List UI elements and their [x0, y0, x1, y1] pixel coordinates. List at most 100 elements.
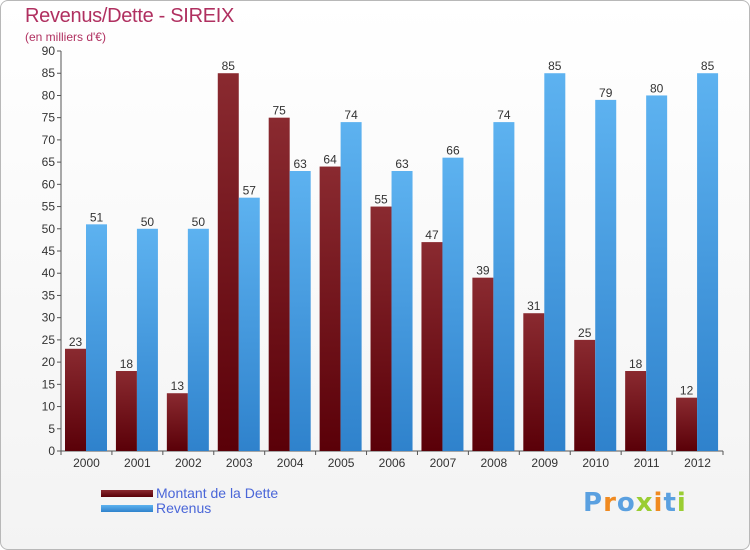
bar-debt-2005	[319, 166, 341, 452]
data-label-debt-2007: 47	[425, 228, 439, 242]
bar-revenue-2002	[187, 228, 209, 451]
legend-label-revenue: Revenus	[156, 500, 212, 516]
data-label-debt-2011: 18	[629, 357, 643, 371]
bar-debt-2001	[115, 371, 137, 451]
data-label-revenue-2012: 85	[701, 59, 715, 73]
data-label-debt-2008: 39	[476, 264, 490, 278]
x-tick-label: 2004	[277, 456, 304, 470]
data-label-revenue-2010: 79	[599, 86, 613, 100]
data-label-revenue-2003: 57	[243, 184, 257, 198]
chart-title: Revenus/Dette - SIREIX	[25, 5, 235, 27]
data-label-debt-2000: 23	[69, 335, 83, 349]
y-tick-label: 20	[42, 355, 56, 369]
y-tick-label: 0	[48, 444, 55, 458]
data-label-debt-2002: 13	[171, 379, 185, 393]
x-tick-label: 2009	[531, 456, 558, 470]
data-label-revenue-2002: 50	[192, 215, 206, 229]
bar-debt-2012	[676, 397, 698, 451]
x-tick-label: 2006	[379, 456, 406, 470]
x-tick-label: 2005	[328, 456, 355, 470]
y-tick-label: 50	[42, 222, 56, 236]
bar-debt-2004	[268, 117, 290, 452]
y-tick-label: 65	[42, 155, 56, 169]
data-label-revenue-2008: 74	[497, 108, 511, 122]
logo-letter: r	[603, 488, 617, 518]
bar-revenue-2007	[442, 157, 464, 451]
x-tick-label: 2001	[124, 456, 151, 470]
bar-revenue-2006	[391, 171, 413, 451]
legend-label-debt: Montant de la Dette	[156, 485, 279, 501]
legend-swatch-debt	[101, 490, 153, 497]
logo-letter: i	[676, 488, 687, 518]
bar-revenue-2003	[238, 197, 260, 451]
bar-revenue-2010	[595, 99, 617, 451]
y-tick-label: 15	[42, 377, 56, 391]
bar-revenue-2005	[340, 122, 362, 451]
x-tick-label: 2012	[684, 456, 711, 470]
y-tick-label: 5	[48, 422, 55, 436]
x-tick-label: 2002	[175, 456, 202, 470]
data-label-debt-2003: 85	[222, 59, 236, 73]
data-label-revenue-2001: 50	[141, 215, 155, 229]
x-tick-label: 2003	[226, 456, 253, 470]
y-tick-label: 40	[42, 266, 56, 280]
data-label-debt-2005: 64	[323, 153, 337, 167]
logo-letter: P	[583, 488, 604, 518]
y-tick-label: 60	[42, 177, 56, 191]
proxiti-logo: Proxiti	[583, 488, 687, 518]
logo-letter: i	[653, 488, 664, 518]
x-tick-label: 2008	[480, 456, 507, 470]
data-label-debt-2010: 25	[578, 326, 592, 340]
bar-revenue-2001	[136, 228, 158, 451]
data-label-debt-2006: 55	[374, 193, 388, 207]
data-label-revenue-2004: 63	[294, 157, 308, 171]
data-label-revenue-2000: 51	[90, 210, 104, 224]
y-tick-label: 80	[42, 88, 56, 102]
bar-debt-2003	[217, 73, 239, 451]
bar-revenue-2000	[86, 224, 107, 451]
y-tick-label: 75	[42, 111, 56, 125]
chart-bars	[65, 73, 719, 452]
chart-data-labels: 23 18 13 85 75 64 55 47 39 31 25 18 12 51 50 50 57 63 74 63…	[69, 59, 715, 397]
bar-revenue-2009	[544, 73, 566, 451]
logo-letter: x	[635, 488, 654, 518]
logo-letter: o	[616, 488, 636, 518]
bar-debt-2006	[370, 206, 392, 451]
y-tick-label: 35	[42, 288, 56, 302]
chart-subtitle: (en milliers d'€)	[25, 30, 106, 44]
y-tick-label: 25	[42, 333, 56, 347]
y-tick-label: 45	[42, 244, 56, 258]
y-tick-label: 85	[42, 66, 56, 80]
data-label-debt-2004: 75	[273, 104, 287, 118]
data-label-revenue-2006: 63	[395, 157, 409, 171]
bar-debt-2011	[625, 371, 647, 451]
logo-letter: t	[663, 488, 677, 518]
y-tick-label: 70	[42, 133, 56, 147]
data-label-revenue-2009: 85	[548, 59, 562, 73]
bar-revenue-2012	[697, 73, 719, 451]
bar-revenue-2011	[646, 95, 668, 451]
bar-debt-2000	[65, 348, 86, 451]
data-label-revenue-2007: 66	[446, 144, 460, 158]
bar-debt-2008	[472, 277, 494, 451]
y-tick-label: 90	[42, 44, 56, 58]
x-tick-label: 2007	[430, 456, 457, 470]
bar-revenue-2008	[493, 122, 515, 451]
bar-debt-2010	[574, 339, 596, 451]
y-tick-label: 10	[42, 400, 56, 414]
bar-debt-2009	[523, 313, 545, 451]
x-tick-label: 2010	[582, 456, 609, 470]
bar-revenue-2004	[289, 171, 311, 451]
bar-debt-2002	[166, 393, 188, 451]
x-tick-label: 2011	[634, 456, 660, 470]
data-label-debt-2012: 12	[680, 384, 694, 398]
data-label-revenue-2011: 80	[650, 81, 664, 95]
data-label-debt-2009: 31	[527, 299, 541, 313]
y-tick-label: 55	[42, 200, 56, 214]
data-label-revenue-2005: 74	[344, 108, 358, 122]
x-tick-label: 2000	[73, 456, 100, 470]
bar-debt-2007	[421, 242, 443, 451]
y-tick-label: 30	[42, 311, 56, 325]
